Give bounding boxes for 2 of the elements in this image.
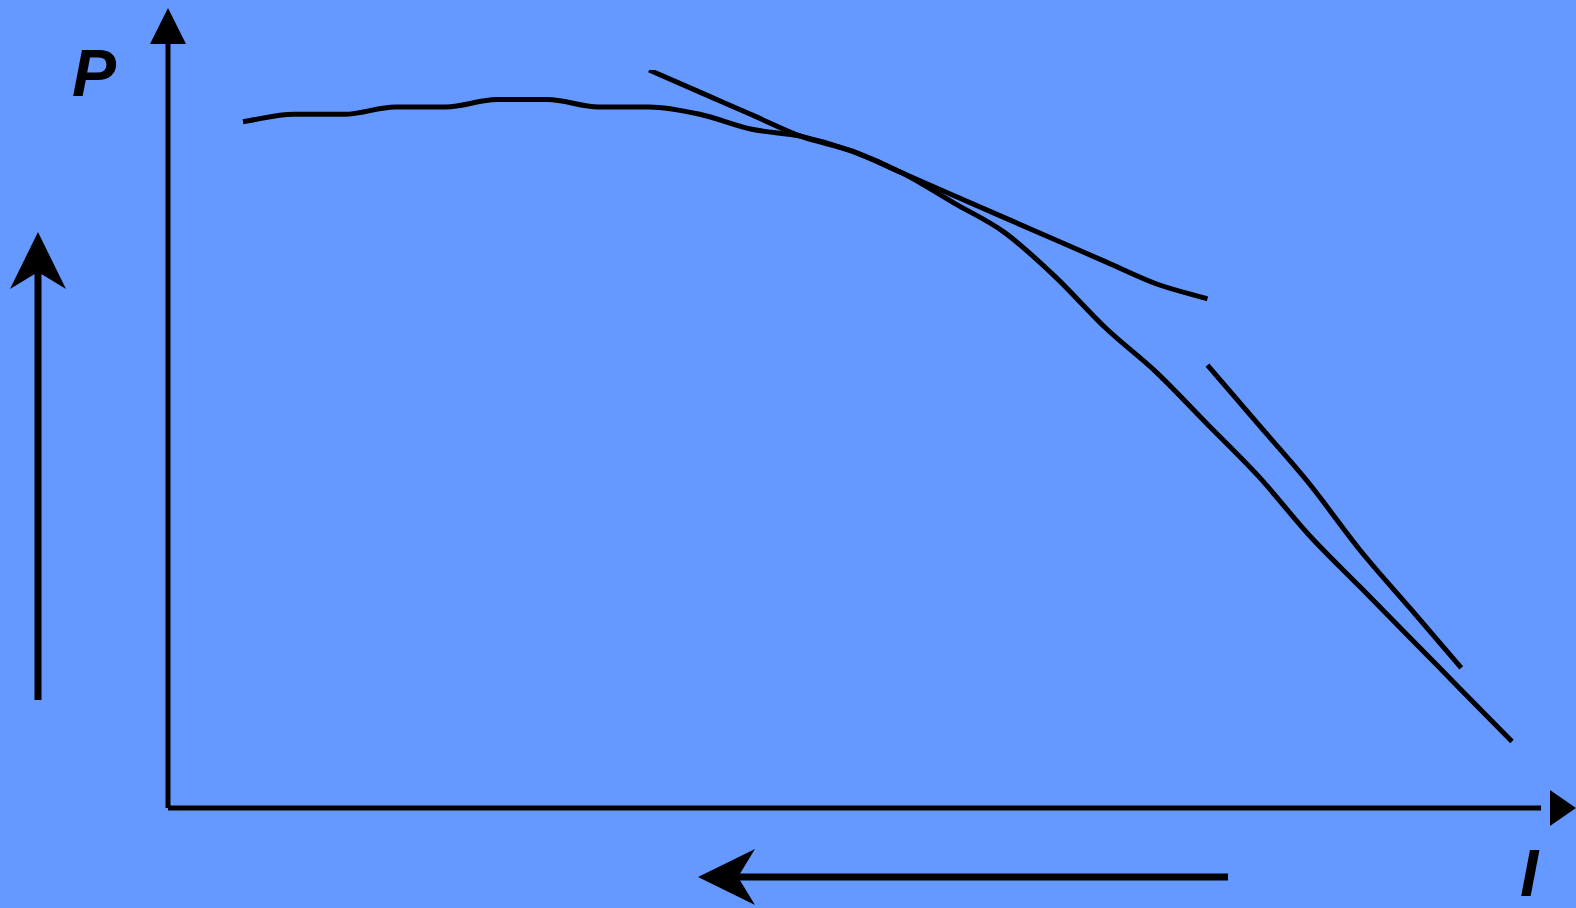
y-axis-title: P <box>72 36 117 110</box>
x-axis-title: I <box>1520 836 1539 908</box>
